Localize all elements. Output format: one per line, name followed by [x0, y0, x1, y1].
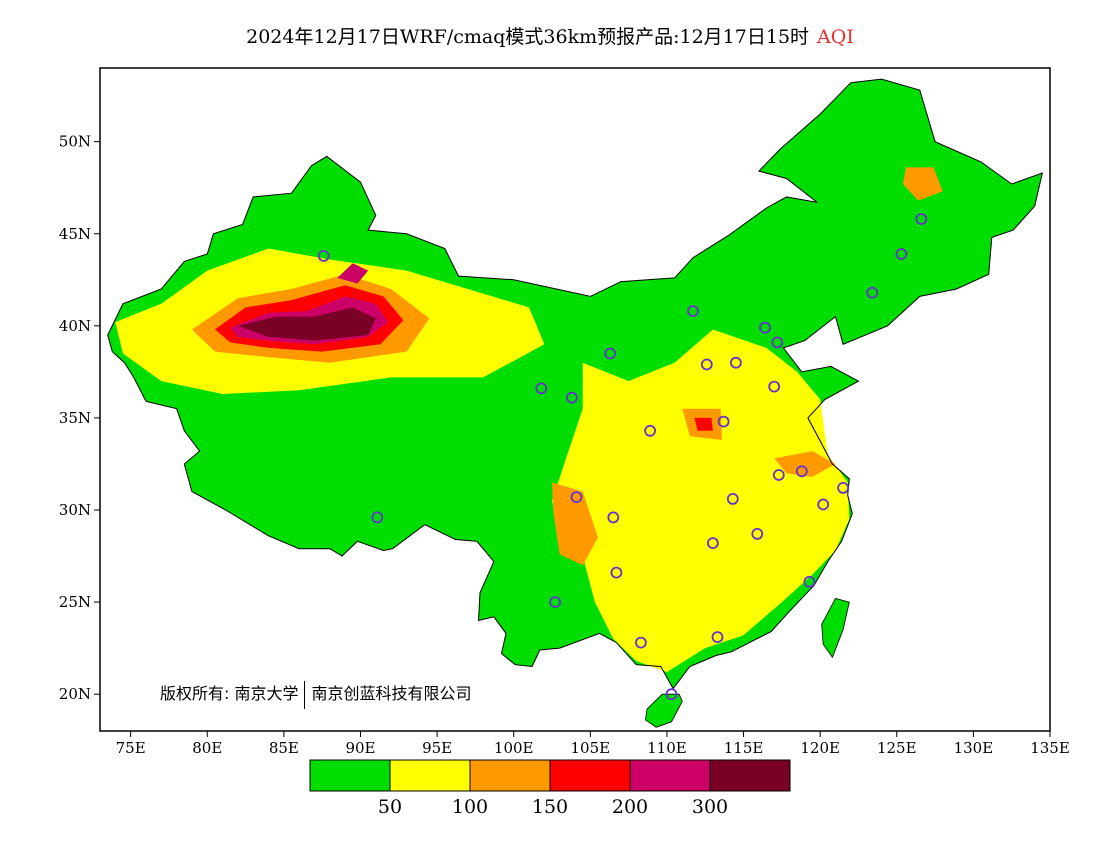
lon-tick-label: 105E — [571, 739, 611, 757]
copyright-notice: 版权所有: 南京大学 南京创蓝科技有限公司 — [160, 680, 472, 709]
aqi-zone-6 — [337, 263, 369, 284]
colorbar-swatch — [389, 759, 471, 792]
lon-tick-label: 75E — [116, 739, 146, 757]
title-variable: AQI — [817, 26, 854, 48]
map-title: 2024年12月17日WRF/cmaq模式36km预报产品:12月17日15时 A… — [0, 22, 1100, 49]
city-marker-7 — [610, 566, 623, 579]
city-marker-19 — [772, 469, 785, 481]
colorbar-swatch — [709, 759, 791, 792]
city-marker-24 — [817, 498, 830, 511]
colorbar-label: 50 — [378, 796, 402, 818]
colorbar-label: 300 — [692, 796, 728, 818]
city-marker-10 — [665, 688, 678, 701]
copyright-separator — [304, 680, 306, 709]
lon-tick-label: 80E — [192, 739, 222, 757]
city-marker-21 — [707, 537, 719, 549]
lon-tick-label: 115E — [724, 739, 764, 757]
lat-tick-label: 25N — [59, 593, 91, 611]
colorbar: 50 100 150 200 300 — [309, 759, 791, 818]
lon-tick-label: 100E — [494, 739, 534, 757]
city-marker-13 — [700, 358, 713, 371]
lon-tick-label: 95E — [422, 739, 452, 757]
colorbar-label: 100 — [452, 796, 488, 818]
colorbar-label: 150 — [532, 796, 568, 818]
city-marker-9 — [635, 636, 647, 649]
city-marker-0 — [317, 249, 330, 262]
city-marker-4 — [604, 347, 617, 360]
city-marker-22 — [751, 528, 764, 540]
city-marker-16 — [771, 336, 784, 349]
city-marker-20 — [726, 492, 739, 505]
taiwan-island — [821, 597, 850, 659]
city-marker-15 — [759, 321, 771, 334]
title-text: 2024年12月17日WRF/cmaq模式36km预报产品:12月17日15时 — [246, 26, 810, 48]
city-marker-5 — [570, 491, 583, 504]
country-border — [107, 78, 1043, 690]
city-marker-11 — [644, 424, 656, 437]
lat-tick-label: 35N — [59, 409, 91, 427]
lat-tick-label: 50N — [59, 133, 91, 151]
city-marker-12 — [687, 305, 699, 318]
aqi-zone-11 — [694, 417, 713, 431]
colorbar-swatch — [469, 759, 551, 792]
city-marker-28 — [866, 286, 879, 299]
city-marker-23 — [795, 465, 808, 478]
aqi-zone-8 — [774, 451, 836, 477]
lon-tick-label: 90E — [345, 739, 375, 757]
lon-tick-label: 110E — [647, 739, 687, 757]
city-marker-27 — [711, 631, 724, 643]
copyright-prefix: 版权所有: 南京大学 — [160, 684, 299, 703]
lon-tick-label: 120E — [800, 739, 840, 757]
lon-tick-label: 135E — [1030, 739, 1070, 757]
colorbar-swatch — [549, 759, 631, 792]
copyright-company: 南京创蓝科技有限公司 — [311, 684, 472, 703]
city-marker-26 — [803, 575, 816, 588]
colorbar-swatch — [629, 759, 711, 792]
hainan-island — [645, 693, 683, 728]
city-marker-8 — [549, 596, 561, 608]
city-marker-6 — [607, 511, 620, 524]
aqi-zone-1 — [552, 329, 850, 673]
city-marker-3 — [566, 391, 578, 404]
city-marker-14 — [730, 356, 742, 369]
lat-tick-label: 30N — [59, 501, 91, 519]
city-marker-25 — [837, 481, 849, 494]
city-marker-17 — [768, 380, 781, 393]
map-frame — [99, 67, 1051, 732]
lat-tick-label: 20N — [59, 685, 91, 703]
city-marker-18 — [717, 415, 730, 428]
city-marker-2 — [535, 382, 548, 395]
lon-tick-label: 130E — [954, 739, 994, 757]
colorbar-label: 200 — [612, 796, 648, 818]
lat-tick-label: 45N — [59, 225, 91, 243]
city-marker-29 — [895, 248, 908, 260]
aqi-zone-9 — [902, 167, 943, 201]
lon-tick-label: 125E — [877, 739, 917, 757]
aqi-zone-7 — [552, 482, 598, 566]
lon-tick-label: 85E — [269, 739, 299, 757]
lat-tick-label: 40N — [59, 317, 91, 335]
colorbar-swatch — [309, 759, 391, 792]
aqi-zone-5 — [237, 307, 376, 341]
city-marker-30 — [915, 213, 928, 225]
city-marker-1 — [371, 511, 384, 524]
